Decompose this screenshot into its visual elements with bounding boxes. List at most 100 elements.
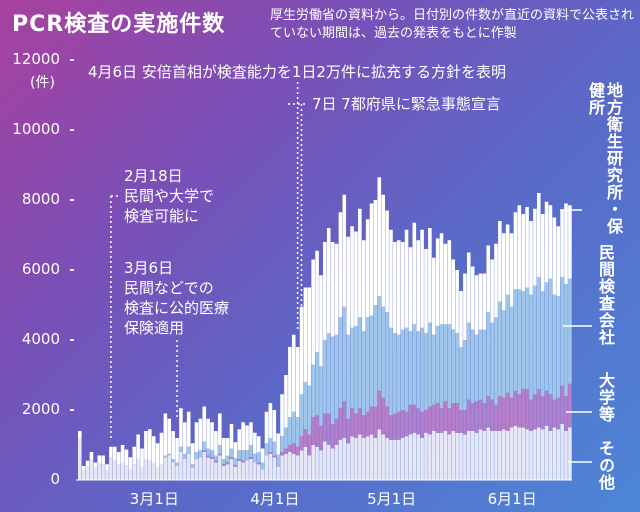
bar-hokenjo (175, 438, 179, 463)
bar-hokenjo (552, 217, 557, 295)
bar-sonota (225, 464, 230, 480)
bar-sonota (272, 457, 277, 480)
chart-title: PCR検査の実施件数 (12, 12, 226, 37)
bar-hokenjo (478, 273, 483, 330)
bar-daigaku (494, 404, 498, 431)
bar-minkan (568, 278, 572, 384)
bar-hokenjo (466, 252, 471, 323)
bar-hokenjo (396, 240, 401, 335)
legend-daigaku: 大学等 (596, 372, 615, 423)
bar-hokenjo (85, 460, 90, 466)
bar-sonota (564, 431, 568, 480)
bar-sonota (78, 438, 82, 480)
bar-sonota (513, 425, 518, 480)
bar-sonota (256, 464, 261, 480)
bar-hokenjo (517, 205, 522, 290)
bar-daigaku (490, 399, 494, 431)
bar-sonota (179, 452, 183, 480)
bar-hokenjo (167, 418, 172, 454)
bar-daigaku (330, 424, 335, 449)
bar-sonota (194, 459, 199, 480)
bar-hokenjo (459, 291, 463, 347)
bar-sonota (334, 445, 339, 480)
bar-sonota (221, 466, 226, 480)
bar-hokenjo (315, 250, 319, 353)
bar-minkan (482, 329, 487, 403)
bar-daigaku (404, 411, 409, 437)
bar-hokenjo (346, 236, 350, 335)
bar-hokenjo (365, 219, 370, 318)
bar-daigaku (284, 448, 288, 454)
bar-hokenjo (78, 431, 82, 438)
legend-minkan: 民間検査会社 (596, 244, 615, 346)
bar-minkan (307, 385, 312, 435)
bar-daigaku (249, 457, 253, 459)
bar-sonota (342, 438, 347, 480)
bar-minkan (163, 455, 168, 458)
bar-minkan (408, 331, 413, 405)
bar-sonota (167, 455, 172, 480)
bar-hokenjo (494, 243, 498, 318)
bar-daigaku (521, 389, 526, 428)
bar-sonota (466, 431, 471, 480)
bar-hokenjo (451, 259, 455, 330)
bar-minkan (268, 438, 273, 452)
bar-minkan (556, 296, 561, 398)
bar-daigaku (291, 443, 296, 454)
bar-sonota (280, 455, 284, 480)
bar-sonota (498, 431, 502, 480)
bar-sonota (404, 436, 409, 480)
bar-minkan (513, 289, 518, 391)
bar-hokenjo (470, 266, 475, 330)
bar-hokenjo (105, 464, 109, 470)
bar-hokenjo (260, 448, 265, 463)
bar-minkan (237, 450, 242, 459)
bar-sonota (159, 464, 164, 480)
y-tick-label: 0 (50, 470, 60, 488)
bar-daigaku (431, 404, 436, 431)
bar-hokenjo (225, 438, 230, 456)
bar-hokenjo (431, 257, 436, 335)
bar-sonota (501, 429, 506, 480)
bar-sonota (89, 459, 94, 480)
bar-minkan (198, 450, 203, 458)
bar-hokenjo (424, 249, 428, 333)
bar-sonota (354, 438, 358, 480)
bar-hokenjo (513, 212, 518, 290)
bar-daigaku (342, 401, 347, 438)
bar-daigaku (295, 446, 300, 456)
bar-daigaku (315, 415, 319, 447)
bar-sonota (101, 464, 105, 480)
bar-sonota (113, 460, 117, 480)
annotation-apr6: 4月6日 安倍首相が検査能力を1日2万件に拡充する方針を表明 (88, 63, 506, 81)
bar-sonota (206, 457, 210, 480)
bar-daigaku (439, 408, 444, 433)
bar-daigaku (218, 453, 222, 456)
bar-daigaku (560, 385, 564, 424)
bar-minkan (358, 317, 362, 409)
bar-minkan (474, 334, 479, 402)
bar-minkan (346, 334, 350, 419)
bar-hokenjo (385, 210, 389, 312)
bar-sonota (299, 450, 304, 480)
bar-daigaku (307, 434, 312, 456)
bar-minkan (175, 462, 179, 466)
bar-minkan (249, 445, 253, 458)
annotation-feb18-line1: 民間や大学で (124, 187, 215, 205)
bar-hokenjo (544, 201, 549, 283)
bar-hokenjo (548, 205, 553, 279)
bar-sonota (393, 439, 397, 480)
bar-sonota (517, 427, 522, 480)
bar-minkan (529, 294, 533, 400)
bar-minkan (494, 317, 498, 405)
bar-sonota (361, 438, 366, 480)
y-tick-label: 12000 (12, 50, 60, 68)
bar-daigaku (552, 399, 557, 428)
bar-hokenjo (521, 214, 526, 291)
bar-hokenjo (307, 287, 312, 386)
bar-sonota (428, 434, 432, 480)
bar-daigaku (428, 406, 432, 435)
bar-minkan (350, 327, 354, 409)
legend-hokenjo: 地方衛生研究所・保健所 (586, 82, 623, 235)
bar-daigaku (470, 403, 475, 431)
